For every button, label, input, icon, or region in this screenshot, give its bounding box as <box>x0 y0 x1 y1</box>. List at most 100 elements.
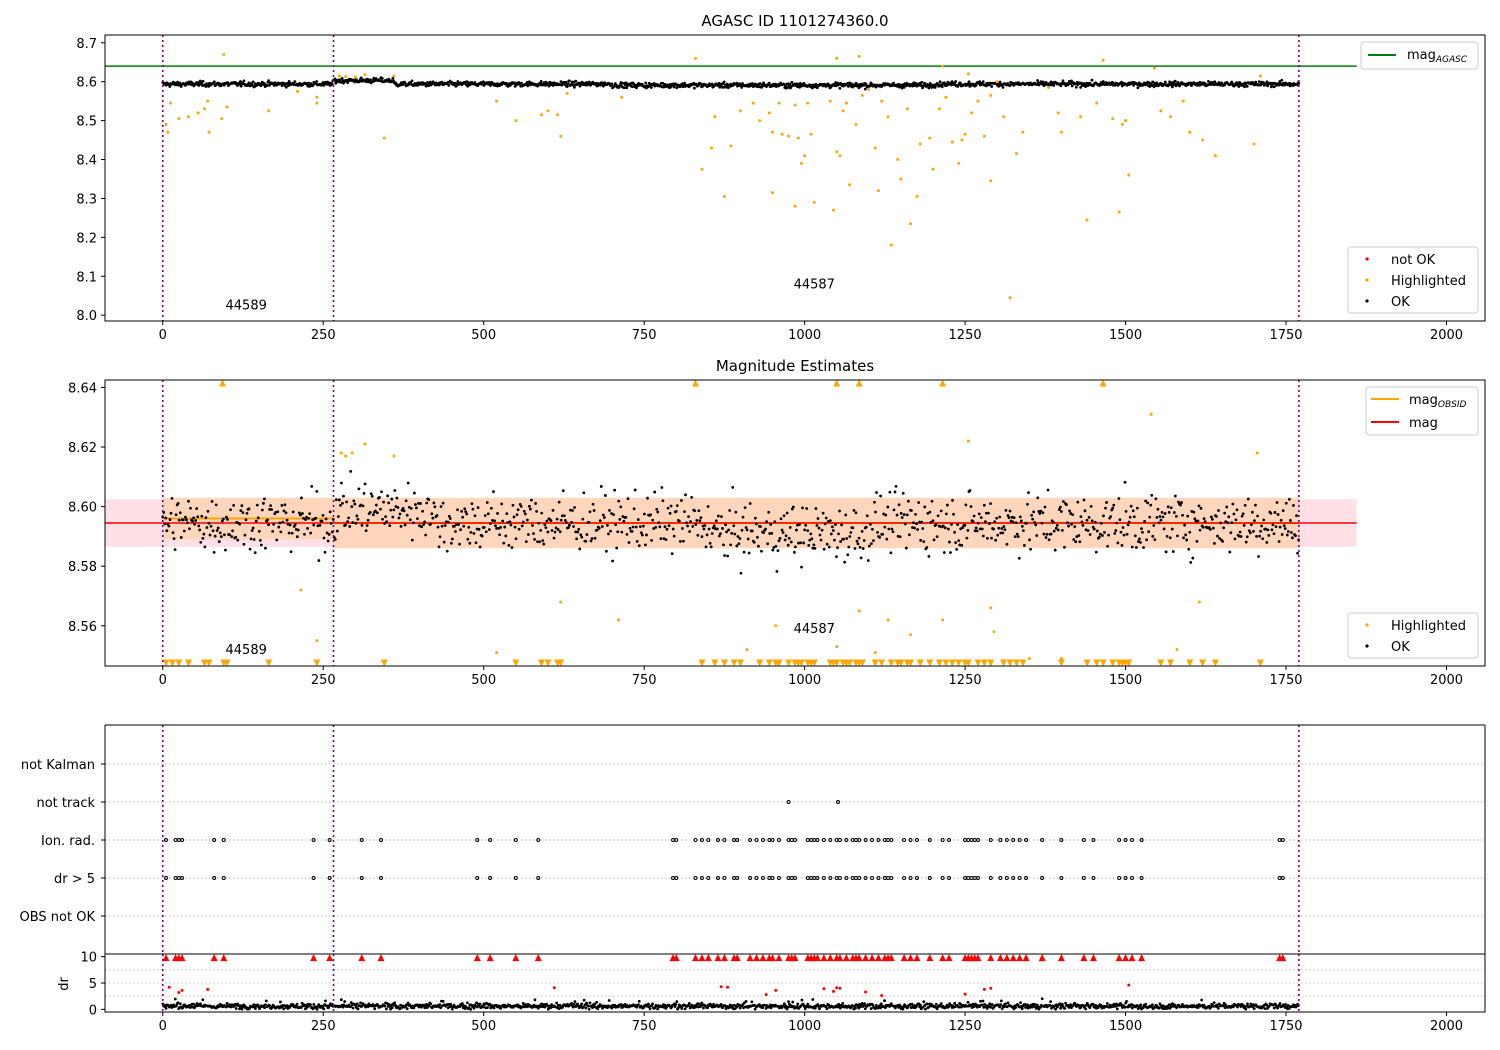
ok-point <box>772 546 776 549</box>
ok-point <box>603 494 607 497</box>
ok-point <box>172 537 176 541</box>
ok-point <box>1250 510 1254 514</box>
ok-point <box>1238 530 1242 534</box>
dr-ok-point <box>706 1006 710 1010</box>
highlighted-point <box>315 95 319 99</box>
y-tick-label: 8.5 <box>76 115 97 130</box>
ok-point <box>389 508 393 512</box>
dr-ok-point <box>863 1007 867 1011</box>
ok-point <box>354 521 358 525</box>
ok-point <box>1226 521 1230 525</box>
ok-point <box>816 517 820 520</box>
ok-point <box>1216 534 1219 538</box>
ok-point <box>641 524 645 528</box>
highlighted-point <box>694 56 698 60</box>
ok-point <box>1148 515 1152 519</box>
dr-ok-point <box>1139 1003 1143 1007</box>
highlighted-point <box>950 140 954 144</box>
ok-point <box>758 82 762 85</box>
highlighted-clipped-down <box>1093 659 1101 667</box>
dr-not-ok-point <box>864 990 868 994</box>
ok-point <box>516 508 520 512</box>
ok-point <box>1154 497 1158 501</box>
ok-point <box>565 85 569 88</box>
ok-point <box>168 85 172 88</box>
ok-point <box>485 501 489 504</box>
ok-point <box>1084 85 1087 89</box>
flag-point <box>927 838 932 842</box>
ok-point <box>890 527 894 531</box>
ok-point <box>502 541 506 545</box>
ok-point <box>251 80 255 84</box>
dr-not-ok-point <box>726 985 730 989</box>
dr-not-ok-point <box>1127 983 1131 987</box>
ok-point <box>395 496 399 500</box>
dr-ok-point <box>533 998 537 1002</box>
ok-point <box>1067 524 1070 528</box>
ok-point <box>732 524 736 528</box>
flag-point <box>821 876 826 880</box>
dr-ok-point <box>925 1002 929 1006</box>
highlighted-point <box>835 150 839 154</box>
ok-point <box>946 80 950 84</box>
x-tick-label: 2000 <box>1430 673 1463 688</box>
dr-not-ok-clipped <box>813 954 821 962</box>
highlighted-point <box>909 222 913 226</box>
ok-point <box>387 501 391 505</box>
ok-point <box>365 524 369 527</box>
ok-point <box>1133 534 1137 538</box>
ok-point <box>340 481 343 485</box>
dr-ok-point <box>1064 1001 1068 1005</box>
ok-point <box>1274 525 1278 529</box>
highlighted-point <box>1079 115 1083 119</box>
ok-point <box>419 502 422 505</box>
dr-ok-point <box>753 1007 757 1011</box>
dr-not-ok-clipped <box>913 954 921 962</box>
highlighted-point <box>225 105 229 109</box>
highlighted-point <box>296 89 300 93</box>
highlighted-point <box>873 651 877 655</box>
ok-point <box>1217 509 1220 512</box>
ok-point <box>1260 524 1264 528</box>
ok-point <box>1243 503 1247 507</box>
ok-point <box>797 541 800 545</box>
dr-ok-point <box>1144 1002 1148 1006</box>
magnitude-panel-title: Magnitude Estimates <box>716 357 874 375</box>
ok-point <box>1253 519 1256 523</box>
dr-ok-point <box>295 1002 299 1006</box>
ok-point <box>910 509 913 512</box>
ok-point <box>1265 541 1269 544</box>
ok-point <box>783 538 787 542</box>
ok-point <box>600 525 604 528</box>
ok-point <box>625 533 629 536</box>
highlighted-point <box>909 633 913 637</box>
highlighted-point <box>164 122 168 126</box>
ok-point <box>182 529 186 533</box>
ok-point <box>1093 520 1097 524</box>
ok-point <box>693 509 697 513</box>
dr-ok-point <box>1123 1005 1127 1009</box>
ok-point <box>1265 80 1269 84</box>
ok-point <box>1279 518 1283 522</box>
dr-not-ok-clipped <box>1009 954 1017 962</box>
dr-ok-point <box>571 1005 575 1009</box>
ok-point <box>1101 534 1104 537</box>
ok-point <box>221 517 225 521</box>
ok-point <box>449 541 453 545</box>
ok-point <box>878 535 881 539</box>
ok-point <box>610 512 613 515</box>
dr-ok-point <box>1063 1006 1067 1010</box>
ok-point <box>848 535 852 538</box>
dr-not-ok-clipped <box>826 954 834 962</box>
ok-point <box>883 525 887 529</box>
dr-ok-point <box>818 1007 821 1011</box>
highlighted-point <box>873 146 877 150</box>
ok-point <box>1174 514 1178 518</box>
ok-point <box>240 504 244 508</box>
y-tick-label: 0 <box>89 1003 97 1018</box>
ok-point <box>466 537 470 541</box>
flag-point <box>1040 838 1045 842</box>
ok-point <box>1245 535 1249 539</box>
dr-not-ok-clipped <box>855 954 863 962</box>
highlighted-point <box>793 204 797 208</box>
